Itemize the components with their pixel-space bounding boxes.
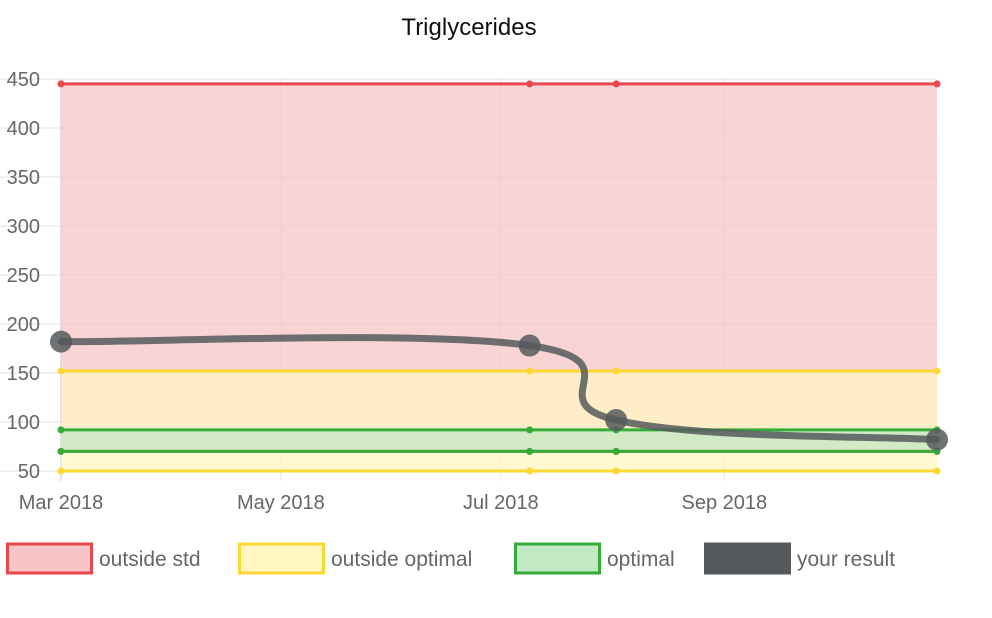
band-point bbox=[933, 467, 941, 475]
legend-label: outside std bbox=[99, 548, 201, 571]
band-point bbox=[526, 447, 534, 455]
band-point bbox=[612, 447, 620, 455]
band-point bbox=[612, 367, 620, 375]
legend-item-your-result[interactable]: your result bbox=[704, 542, 896, 575]
x-axis: Mar 2018 May 2018 Jul 2018 Sep 2018 bbox=[19, 492, 767, 514]
x-tick-label: Sep 2018 bbox=[681, 492, 767, 514]
band-point bbox=[933, 367, 941, 375]
band-point bbox=[57, 447, 65, 455]
x-tick-label: May 2018 bbox=[237, 492, 325, 514]
legend-item-outside-optimal[interactable]: outside optimal bbox=[238, 542, 473, 575]
band-point bbox=[526, 467, 534, 475]
legend-item-optimal[interactable]: optimal bbox=[514, 542, 675, 575]
band-point bbox=[526, 426, 534, 434]
legend-swatch bbox=[514, 542, 601, 575]
band-point bbox=[57, 467, 65, 475]
y-tick-label: 300 bbox=[7, 216, 40, 238]
result-point bbox=[50, 330, 72, 353]
y-tick-label: 400 bbox=[7, 118, 40, 140]
band-point bbox=[526, 367, 534, 375]
result-series bbox=[50, 330, 948, 451]
legend-swatch bbox=[704, 542, 791, 575]
y-tick-label: 50 bbox=[18, 461, 40, 483]
chart-title: Triglycerides bbox=[401, 14, 536, 41]
legend-label: your result bbox=[797, 548, 895, 571]
band-point bbox=[933, 80, 941, 88]
y-tick-label: 100 bbox=[7, 412, 40, 434]
result-point bbox=[518, 334, 541, 357]
legend-item-outside-std[interactable]: outside std bbox=[6, 542, 201, 575]
result-point bbox=[605, 409, 628, 432]
y-tick-label: 250 bbox=[7, 265, 40, 287]
range-bands bbox=[57, 80, 941, 475]
x-tick-label: Jul 2018 bbox=[463, 492, 539, 514]
band-point bbox=[612, 467, 620, 475]
y-tick-label: 450 bbox=[7, 69, 40, 91]
y-tick-label: 150 bbox=[7, 363, 40, 385]
legend-swatch bbox=[238, 542, 325, 575]
band-point bbox=[57, 80, 65, 88]
result-line bbox=[57, 334, 941, 444]
y-axis: 50 100 150 200 250 300 350 400 450 bbox=[7, 69, 40, 483]
legend-label: outside optimal bbox=[331, 548, 472, 571]
band-point bbox=[526, 80, 534, 88]
band-point bbox=[612, 80, 620, 88]
band-point bbox=[57, 367, 65, 375]
x-tick-label: Mar 2018 bbox=[19, 492, 104, 514]
result-point bbox=[926, 428, 948, 451]
y-tick-label: 350 bbox=[7, 167, 40, 189]
legend-label: optimal bbox=[607, 548, 675, 571]
band-point bbox=[57, 426, 65, 434]
legend-swatch bbox=[6, 542, 93, 575]
legend[interactable]: outside std outside optimal optimal your re… bbox=[6, 542, 896, 575]
y-tick-label: 200 bbox=[7, 314, 40, 336]
band-fill-outside-optimal bbox=[61, 371, 937, 471]
